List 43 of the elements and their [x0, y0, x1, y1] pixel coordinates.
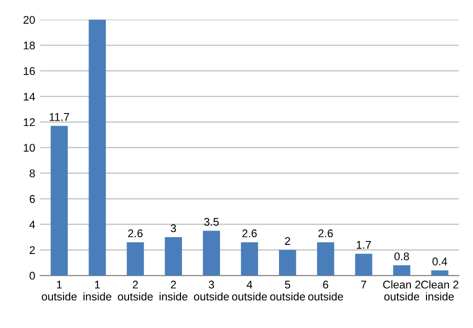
bar — [88, 20, 106, 276]
y-tick-label: 16 — [24, 67, 35, 75]
bar — [126, 242, 144, 276]
x-tick-label: 1 inside — [84, 280, 112, 301]
x-tick-label: 7 — [361, 280, 366, 288]
data-label: 1.7 — [356, 241, 371, 249]
bar — [240, 242, 258, 276]
bar — [50, 126, 68, 276]
x-tick-label: Clean 2 outside — [383, 280, 420, 301]
x-tick-label: Clean 2 inside — [421, 280, 458, 301]
bar — [164, 237, 182, 276]
x-tick-label: 5 outside — [270, 280, 305, 301]
data-label: 2 — [285, 237, 290, 245]
bar — [431, 270, 448, 276]
data-label: 0.8 — [394, 252, 409, 260]
x-tick-label: 6 outside — [308, 280, 344, 301]
x-tick-label: 4 outside — [232, 280, 267, 301]
y-tick-label: 6 — [30, 195, 35, 203]
x-tick-label: 3 outside — [194, 280, 229, 301]
data-label: 3 — [170, 224, 176, 232]
bar — [202, 230, 220, 276]
y-tick-label: 8 — [30, 169, 35, 178]
data-label: 0.4 — [432, 258, 448, 266]
bar — [279, 250, 296, 276]
bar — [355, 254, 372, 276]
data-label: 2.6 — [128, 229, 143, 238]
bar — [393, 265, 410, 276]
data-label: 2.6 — [318, 229, 333, 238]
y-tick-label: 2 — [30, 246, 35, 254]
y-tick-label: 4 — [29, 220, 36, 228]
y-tick-label: 0 — [30, 272, 35, 280]
y-tick-label: 18 — [24, 42, 35, 50]
y-tick-label: 20 — [24, 16, 35, 24]
x-tick-label: 2 outside — [118, 280, 153, 301]
data-label: 2.6 — [242, 229, 257, 238]
bar — [317, 242, 334, 276]
data-label: 3.5 — [204, 218, 219, 226]
x-tick-label: 2 inside — [160, 280, 188, 301]
y-tick-label: 12 — [24, 118, 35, 126]
y-tick-label: 10 — [24, 144, 35, 152]
data-label: 11.7 — [50, 113, 70, 121]
y-tick-label: 14 — [24, 92, 36, 100]
x-tick-label: 1 outside — [42, 280, 77, 301]
